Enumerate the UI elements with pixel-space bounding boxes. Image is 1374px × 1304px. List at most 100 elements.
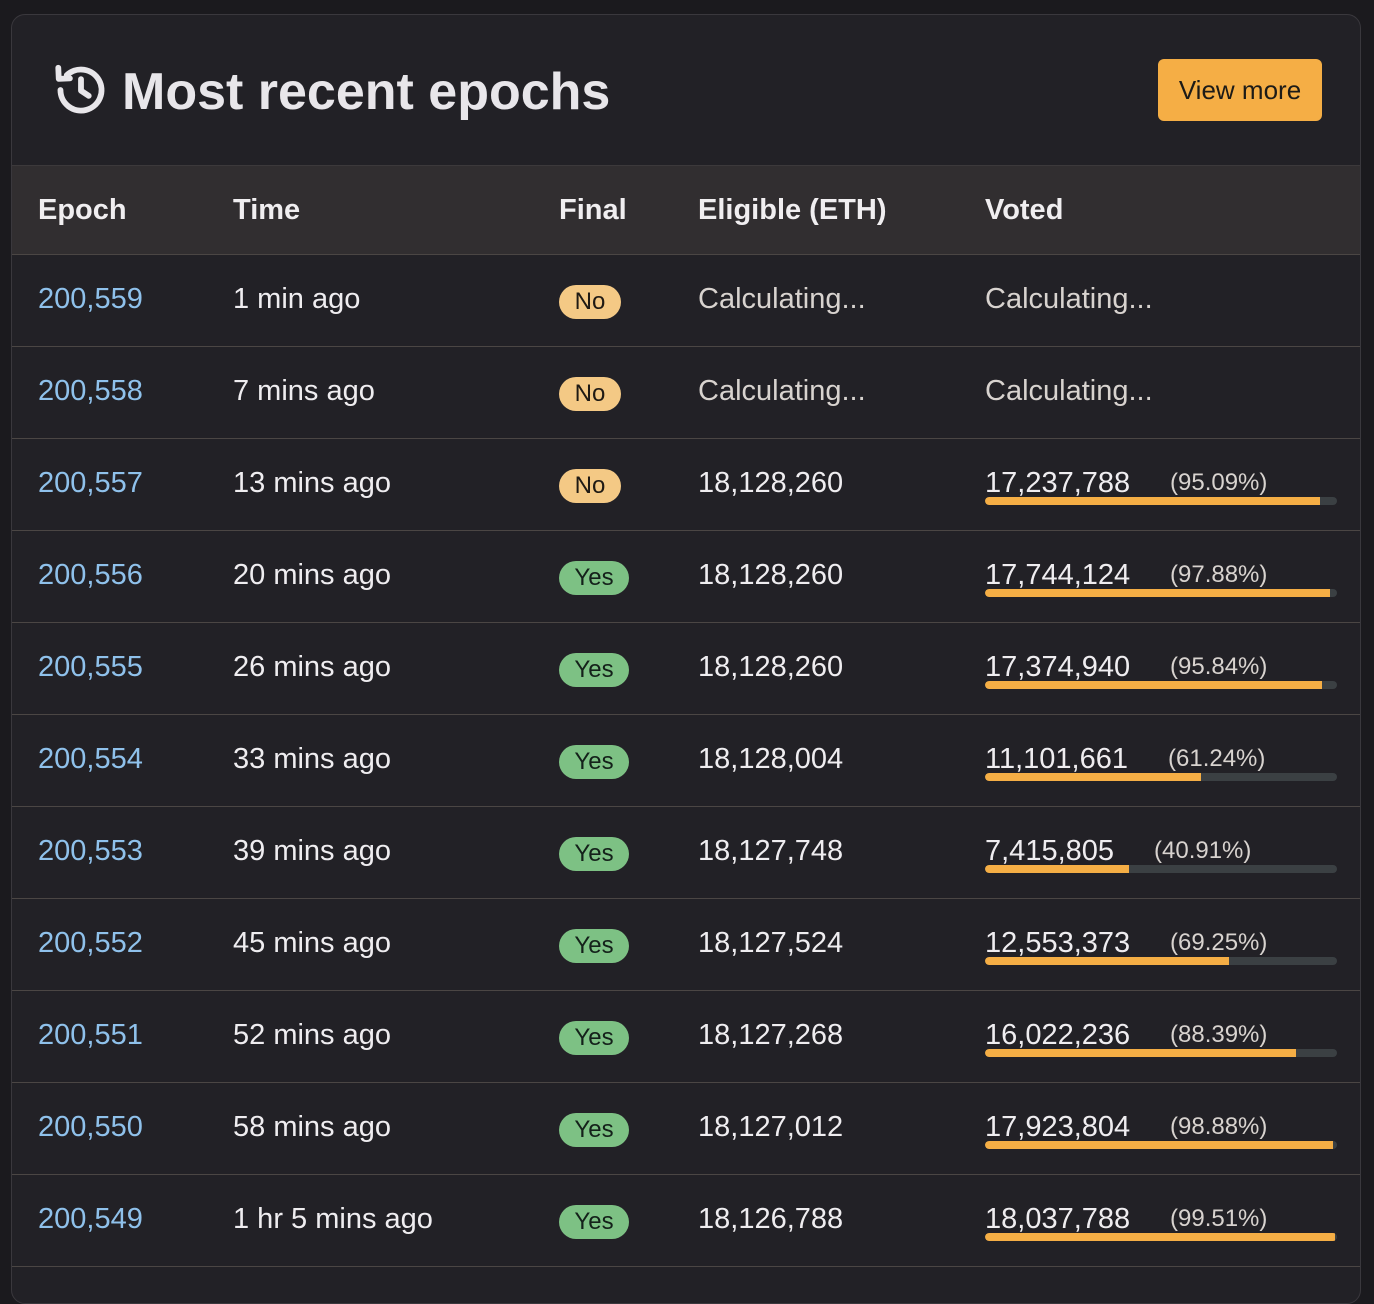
voted-percentage: (69.25%) [1170,929,1268,956]
epoch-link[interactable]: 200,557 [38,467,143,499]
epoch-link[interactable]: 200,554 [38,743,143,775]
time-ago: 33 mins ago [233,743,391,775]
table-row: 200,551 52 mins ago Yes 18,127,268 16,022,23… [12,991,1360,1083]
voted-cell: 18,037,788 (99.51%) [985,1175,1337,1266]
final-badge: No [559,285,621,319]
epoch-cell: 200,550 [38,1083,143,1174]
final-badge: Yes [559,1205,629,1239]
time-ago: 52 mins ago [233,1019,391,1051]
column-header-eligible: Eligible (ETH) [698,194,887,226]
eligible-amount: 18,127,524 [698,927,844,959]
column-header-final: Final [559,194,627,226]
voted-amount: 17,237,788 [985,467,1131,499]
voted-amount: 18,037,788 [985,1203,1131,1235]
table-row: 200,556 20 mins ago Yes 18,128,260 17,744,12… [12,531,1360,623]
table-row: 200,554 33 mins ago Yes 18,128,004 11,101,66… [12,715,1360,807]
eligible-amount: 18,128,260 [698,467,844,499]
voted-progress-bar [985,1049,1337,1057]
table-row: 200,558 7 mins ago No Calculating... Calcula… [12,347,1360,439]
final-badge: No [559,377,621,411]
voted-calculating: Calculating... [985,283,1153,315]
voted-cell: 11,101,661 (61.24%) [985,715,1337,806]
eligible-cell: 18,127,524 [698,899,843,990]
epoch-link[interactable]: 200,553 [38,835,143,867]
voted-amount: 7,415,805 [985,835,1115,867]
table-row: 200,552 45 mins ago Yes 18,127,524 12,553,37… [12,899,1360,991]
epoch-link[interactable]: 200,549 [38,1203,143,1235]
voted-cell: 7,415,805 (40.91%) [985,807,1337,898]
card-header: Most recent epochs View more [12,15,1360,165]
epoch-cell: 200,558 [38,347,143,438]
table-body: 200,559 1 min ago No Calculating... Calculat… [12,255,1360,1267]
voted-amount: 16,022,236 [985,1019,1131,1051]
voted-progress-bar [985,681,1337,689]
voted-amount: 12,553,373 [985,927,1131,959]
epoch-cell: 200,553 [38,807,143,898]
final-badge: Yes [559,1021,629,1055]
eligible-amount: 18,127,748 [698,835,844,867]
time-ago: 1 min ago [233,283,361,315]
voted-progress-fill [985,1141,1334,1149]
epoch-cell: 200,557 [38,439,143,530]
time-cell: 1 min ago [233,255,360,346]
voted-progress-fill [985,773,1201,781]
eligible-cell: 18,128,260 [698,531,843,622]
time-ago: 13 mins ago [233,467,391,499]
table-row: 200,557 13 mins ago No 18,128,260 17,237,788… [12,439,1360,531]
voted-cell: Calculating... [985,347,1337,438]
eligible-amount: 18,128,260 [698,559,844,591]
epoch-link[interactable]: 200,556 [38,559,143,591]
time-ago: 39 mins ago [233,835,391,867]
voted-percentage: (95.84%) [1170,653,1268,680]
time-cell: 13 mins ago [233,439,391,530]
time-ago: 26 mins ago [233,651,391,683]
voted-progress-fill [985,589,1330,597]
epoch-link[interactable]: 200,550 [38,1111,143,1143]
voted-percentage: (97.88%) [1170,561,1268,588]
voted-amount: 17,744,124 [985,559,1131,591]
voted-percentage: (98.88%) [1170,1113,1268,1140]
time-cell: 52 mins ago [233,991,391,1082]
epoch-cell: 200,555 [38,623,143,714]
eligible-amount: 18,128,004 [698,743,844,775]
column-header-voted: Voted [985,194,1064,226]
final-badge: Yes [559,837,629,871]
final-badge: Yes [559,561,629,595]
final-badge: Yes [559,929,629,963]
eligible-amount: 18,128,260 [698,651,844,683]
history-icon [55,64,105,114]
time-ago: 20 mins ago [233,559,391,591]
voted-percentage: (61.24%) [1168,745,1266,772]
table-row: 200,549 1 hr 5 mins ago Yes 18,126,788 18,03… [12,1175,1360,1267]
column-header-epoch: Epoch [38,194,127,226]
eligible-cell: 18,128,260 [698,439,843,530]
voted-cell: 12,553,373 (69.25%) [985,899,1337,990]
epoch-link[interactable]: 200,559 [38,283,143,315]
eligible-amount: 18,127,012 [698,1111,844,1143]
voted-cell: 16,022,236 (88.39%) [985,991,1337,1082]
card-title: Most recent epochs [122,63,611,121]
eligible-cell: 18,128,260 [698,623,843,714]
voted-progress-fill [985,497,1320,505]
voted-progress-fill [985,1049,1297,1057]
epoch-link[interactable]: 200,555 [38,651,143,683]
epoch-link[interactable]: 200,551 [38,1019,143,1051]
voted-amount: 17,923,804 [985,1111,1131,1143]
voted-cell: 17,744,124 (97.88%) [985,531,1337,622]
time-ago: 1 hr 5 mins ago [233,1203,433,1235]
time-cell: 45 mins ago [233,899,391,990]
time-cell: 39 mins ago [233,807,391,898]
epoch-cell: 200,556 [38,531,143,622]
final-badge: No [559,469,621,503]
eligible-amount: 18,126,788 [698,1203,844,1235]
epoch-cell: 200,554 [38,715,143,806]
voted-progress-fill [985,1233,1336,1241]
time-cell: 7 mins ago [233,347,375,438]
eligible-cell: 18,126,788 [698,1175,843,1266]
final-badge: Yes [559,653,629,687]
epoch-link[interactable]: 200,552 [38,927,143,959]
voted-amount: 11,101,661 [985,743,1128,775]
epoch-link[interactable]: 200,558 [38,375,143,407]
view-more-button[interactable]: View more [1158,59,1322,121]
voted-progress-bar [985,1141,1337,1149]
